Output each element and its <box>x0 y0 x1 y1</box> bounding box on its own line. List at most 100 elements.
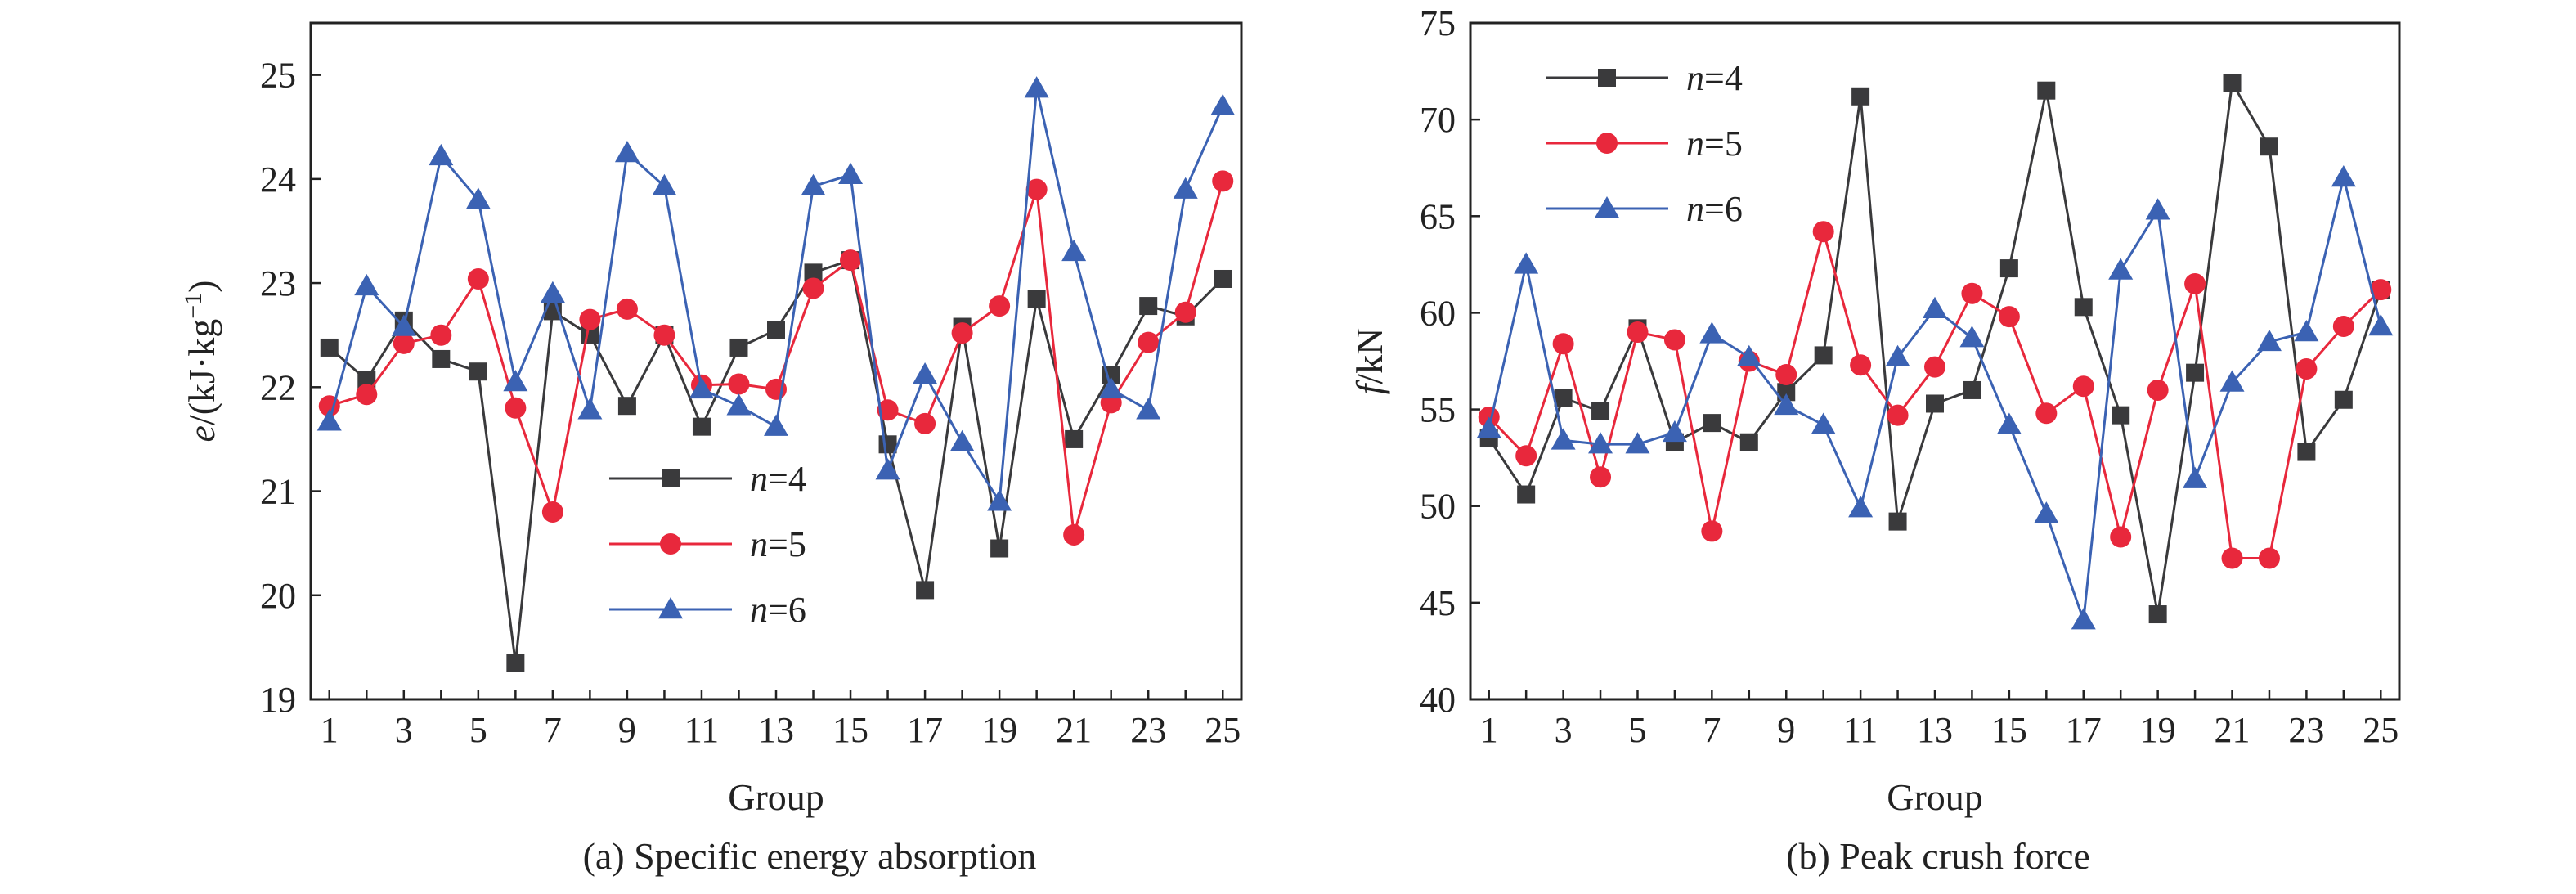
data-point <box>913 362 938 384</box>
legend-label: n=4 <box>750 459 806 499</box>
x-axis-title: Group <box>1887 776 1983 818</box>
legend-marker <box>1595 196 1619 218</box>
data-point <box>802 277 824 299</box>
data-point <box>767 321 785 339</box>
data-point <box>430 324 452 346</box>
x-tick-label: 1 <box>1480 710 1498 750</box>
data-point <box>503 369 528 392</box>
legend-marker <box>1596 133 1618 154</box>
data-point <box>990 539 1009 558</box>
x-tick-label: 13 <box>758 710 794 750</box>
legend-entry: n=6 <box>1546 189 1743 229</box>
y-tick-label: 60 <box>1420 293 1456 333</box>
data-point <box>1888 512 1907 531</box>
x-tick-label: 5 <box>1628 710 1646 750</box>
x-tick-label: 11 <box>1843 710 1878 750</box>
data-point <box>764 414 788 436</box>
legend-label: n=6 <box>1686 189 1743 229</box>
data-point <box>2184 272 2206 294</box>
y-tick-label: 19 <box>260 680 296 720</box>
data-point <box>2368 313 2394 336</box>
data-point <box>465 187 491 209</box>
legend-label: n=4 <box>1686 58 1743 98</box>
x-axis-title: Group <box>728 776 824 818</box>
data-point <box>914 412 936 434</box>
x-tick-label: 19 <box>981 710 1017 750</box>
x-tick-label: 7 <box>544 710 562 750</box>
series-line <box>328 87 1224 503</box>
data-point <box>1061 239 1087 262</box>
series-line <box>1488 81 2382 616</box>
figure-caption: (a) Specific energy absorption <box>583 835 1037 877</box>
data-point <box>1998 306 2020 328</box>
data-point <box>692 417 711 436</box>
data-point <box>1174 301 1196 323</box>
y-tick-label: 75 <box>1420 3 1456 43</box>
data-point <box>1517 485 1536 504</box>
y-tick-label: 25 <box>260 56 296 96</box>
data-point <box>2332 315 2354 337</box>
x-tick-label: 1 <box>321 710 339 750</box>
data-point <box>2223 74 2242 92</box>
data-point <box>506 654 525 672</box>
data-point <box>469 362 487 381</box>
x-tick-label: 3 <box>1555 710 1573 750</box>
data-point <box>2074 298 2093 317</box>
data-point <box>2294 320 2319 342</box>
data-point <box>467 267 489 290</box>
data-point <box>1963 380 1981 399</box>
data-point <box>1098 376 1124 399</box>
x-tick-label: 5 <box>469 710 487 750</box>
data-point <box>616 298 638 320</box>
legend-marker <box>1598 69 1616 87</box>
x-tick-label: 7 <box>1703 710 1721 750</box>
legend-entry: n=4 <box>609 459 806 499</box>
data-point <box>877 399 899 421</box>
legend-label: n=5 <box>750 524 806 564</box>
data-point <box>617 397 636 416</box>
y-tick-label: 21 <box>260 472 296 512</box>
chart-peak-crush-force: 1 3 5 7 9 11 13 15 17 19 21 23 254045505560657075Gro… <box>1349 3 2401 877</box>
x-tick-label: 3 <box>395 710 413 750</box>
data-point <box>579 308 601 330</box>
data-point <box>2108 258 2134 280</box>
data-point <box>354 273 379 296</box>
legend-marker <box>660 533 681 555</box>
data-point <box>1212 170 1234 192</box>
data-point <box>1811 412 1836 434</box>
legend-entry: n=5 <box>1546 124 1743 164</box>
data-point <box>1063 523 1085 546</box>
data-point <box>2256 329 2282 352</box>
data-point <box>1848 496 1874 518</box>
data-point <box>1552 333 1574 355</box>
data-point <box>2147 379 2169 401</box>
data-point <box>1662 420 1687 443</box>
data-point <box>2072 375 2094 398</box>
y-tick-label: 45 <box>1420 583 1456 623</box>
x-tick-label: 21 <box>2215 710 2251 750</box>
data-point <box>689 376 714 399</box>
data-point <box>2071 608 2096 630</box>
data-point <box>2331 165 2356 187</box>
data-point <box>2112 406 2130 425</box>
data-point <box>1775 364 1797 386</box>
legend-marker <box>658 597 683 619</box>
data-point <box>951 322 973 344</box>
data-point <box>1814 346 1833 365</box>
data-point <box>1139 297 1158 316</box>
data-point <box>1210 93 1236 116</box>
data-point <box>541 501 563 523</box>
data-point <box>916 581 935 600</box>
data-point <box>393 332 415 354</box>
x-tick-label: 19 <box>2140 710 2176 750</box>
x-tick-label: 25 <box>1205 710 1241 750</box>
data-point <box>1590 466 1612 488</box>
x-tick-label: 17 <box>907 710 943 750</box>
data-point <box>1625 432 1650 454</box>
x-tick-label: 9 <box>618 710 636 750</box>
legend-label: n=6 <box>750 590 806 630</box>
data-point <box>2035 402 2058 425</box>
data-point <box>1551 428 1576 450</box>
data-point <box>2037 81 2056 100</box>
